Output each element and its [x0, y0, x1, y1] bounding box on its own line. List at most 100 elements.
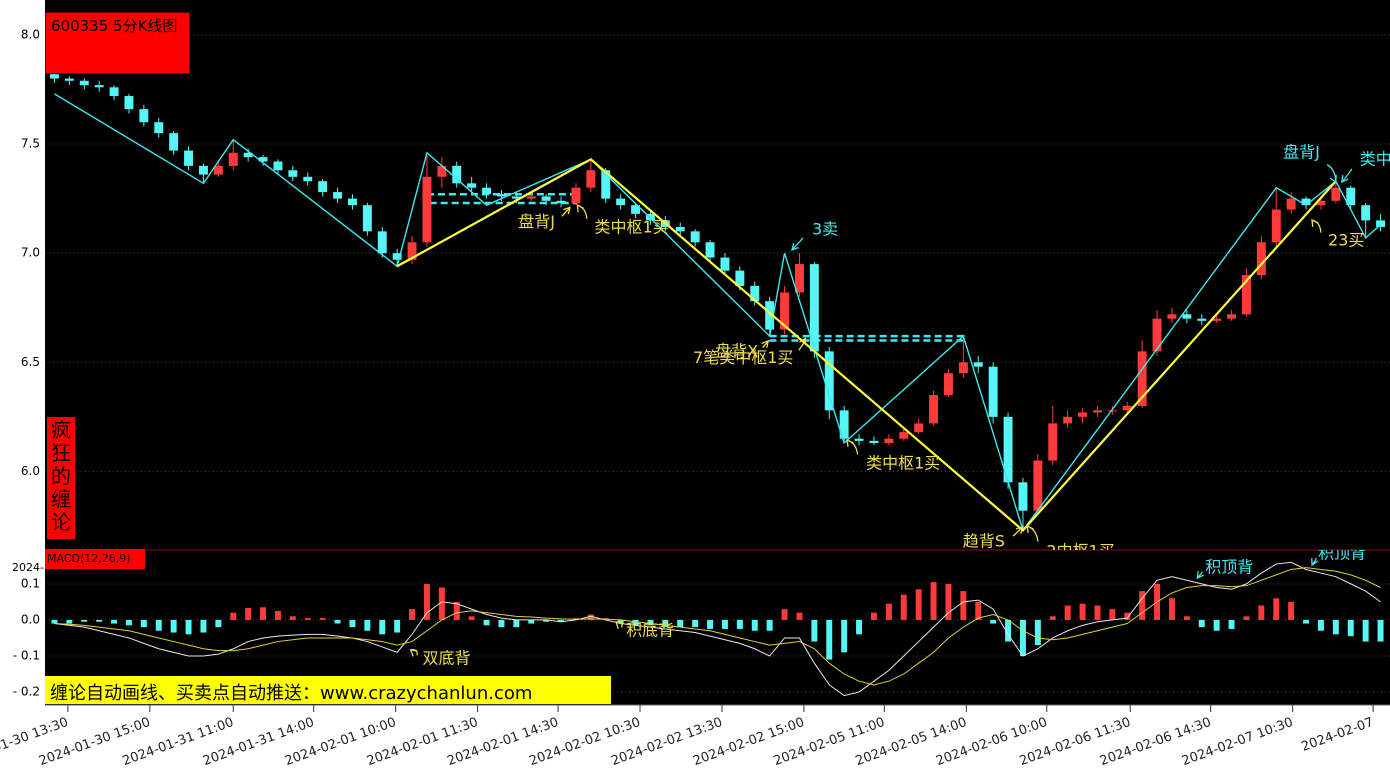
- candle-body: [243, 152, 253, 158]
- macd-bar: [707, 619, 714, 629]
- macd-bar: [841, 619, 848, 653]
- macd-bar: [796, 612, 803, 620]
- candle-body: [869, 440, 879, 444]
- candle-body: [1256, 242, 1266, 275]
- candle-body: [750, 285, 760, 302]
- candle-body: [854, 438, 864, 441]
- macd-title: MACD(12,26,9): [45, 549, 145, 569]
- macd-bar: [915, 589, 922, 620]
- candle-body: [601, 170, 611, 199]
- y-tick-label: 7.0: [21, 246, 40, 260]
- macd-bar: [587, 614, 594, 620]
- macd-bar: [1094, 605, 1101, 620]
- y-tick-label: - 0.2: [13, 685, 40, 699]
- candle-body: [899, 432, 909, 439]
- macd-bar: [125, 619, 132, 626]
- macd-bar: [1139, 591, 1146, 620]
- macd-bar: [423, 583, 430, 620]
- plot-background: [45, 0, 1390, 705]
- candle-body: [1182, 314, 1192, 319]
- macd-bar: [1273, 598, 1280, 620]
- candle-body: [1137, 351, 1147, 406]
- candle-body: [362, 205, 372, 232]
- macd-bar: [1019, 619, 1026, 656]
- annotation-arrow: [409, 648, 418, 657]
- candle-body: [988, 366, 998, 417]
- macd-bar: [856, 619, 863, 635]
- annotation-arrow: [1311, 557, 1319, 567]
- macd-bar: [200, 619, 207, 633]
- annotation: 盘背J: [518, 212, 555, 231]
- candle-body: [1167, 314, 1177, 319]
- macd-bar: [945, 583, 952, 620]
- macd-bar: [1064, 605, 1071, 620]
- macd-bar: [1362, 619, 1369, 642]
- candle-body: [213, 165, 223, 175]
- candle-body: [49, 74, 59, 79]
- candle-body: [496, 194, 506, 197]
- annotation-arrow: [1026, 524, 1039, 542]
- candle-body: [690, 231, 700, 243]
- macd-bar: [1124, 612, 1131, 620]
- candle-body: [1346, 187, 1356, 206]
- candle-body: [109, 87, 119, 97]
- side-label: 疯狂的缠论: [47, 417, 75, 539]
- macd-bar: [960, 591, 967, 620]
- candle-body: [541, 196, 551, 201]
- candle-body: [1197, 318, 1207, 321]
- candle-body: [407, 242, 417, 260]
- macd-bar: [766, 619, 773, 631]
- macd-bar: [215, 619, 222, 628]
- macd-line: [54, 567, 1381, 686]
- annotation-arrow: [615, 621, 624, 629]
- macd-bar: [990, 619, 997, 624]
- candle-body: [422, 176, 432, 243]
- annotation: 盘背X: [715, 341, 758, 360]
- annotation-arrow: [1340, 168, 1353, 184]
- candle-body: [124, 96, 134, 110]
- chart-title: 600335 5分K线图: [45, 12, 190, 74]
- macd-bar: [1347, 619, 1354, 637]
- y-tick-label: 8.0: [21, 27, 40, 41]
- macd-bar: [96, 619, 103, 622]
- candle-body: [1227, 314, 1237, 319]
- candle-body: [288, 170, 298, 177]
- macd-bar: [617, 619, 624, 624]
- annotation: 类中: [1360, 150, 1390, 169]
- candle-body: [198, 165, 208, 175]
- candle-body: [184, 150, 194, 166]
- candle-body: [720, 257, 730, 271]
- macd-bar: [1005, 619, 1012, 642]
- macd-bar: [230, 612, 237, 620]
- annotation-arrow: [561, 206, 571, 217]
- macd-bar: [662, 619, 669, 628]
- macd-bar: [155, 619, 162, 631]
- candle-body: [1018, 482, 1028, 511]
- candle-body: [377, 231, 387, 254]
- macd-bar: [1288, 601, 1295, 620]
- annotation-arrow: [761, 339, 770, 348]
- candle-body: [839, 410, 849, 439]
- macd-line: [54, 561, 1381, 697]
- macd-bar: [1198, 619, 1205, 628]
- annotation-arrow: [1012, 526, 1024, 537]
- candle-body: [273, 161, 283, 171]
- macd-bar: [558, 619, 565, 622]
- candle-body: [943, 373, 953, 396]
- annotation-arrow: [1311, 218, 1322, 233]
- macd-bar: [453, 601, 460, 620]
- macd-bar: [736, 619, 743, 629]
- y-tick-label: 6.5: [21, 355, 40, 369]
- macd-bar: [468, 616, 475, 620]
- macd-bar: [1317, 619, 1324, 631]
- candle-body: [169, 133, 179, 151]
- candle-body: [347, 198, 357, 206]
- candle-body: [645, 213, 655, 221]
- y-tick-label: - 0.1: [13, 648, 40, 662]
- macd-bar: [692, 619, 699, 628]
- macd-bar: [409, 609, 416, 620]
- macd-bar: [274, 610, 281, 620]
- y-tick-label: 0.1: [21, 576, 40, 590]
- candle-body: [631, 205, 641, 214]
- macd-bar: [498, 619, 505, 628]
